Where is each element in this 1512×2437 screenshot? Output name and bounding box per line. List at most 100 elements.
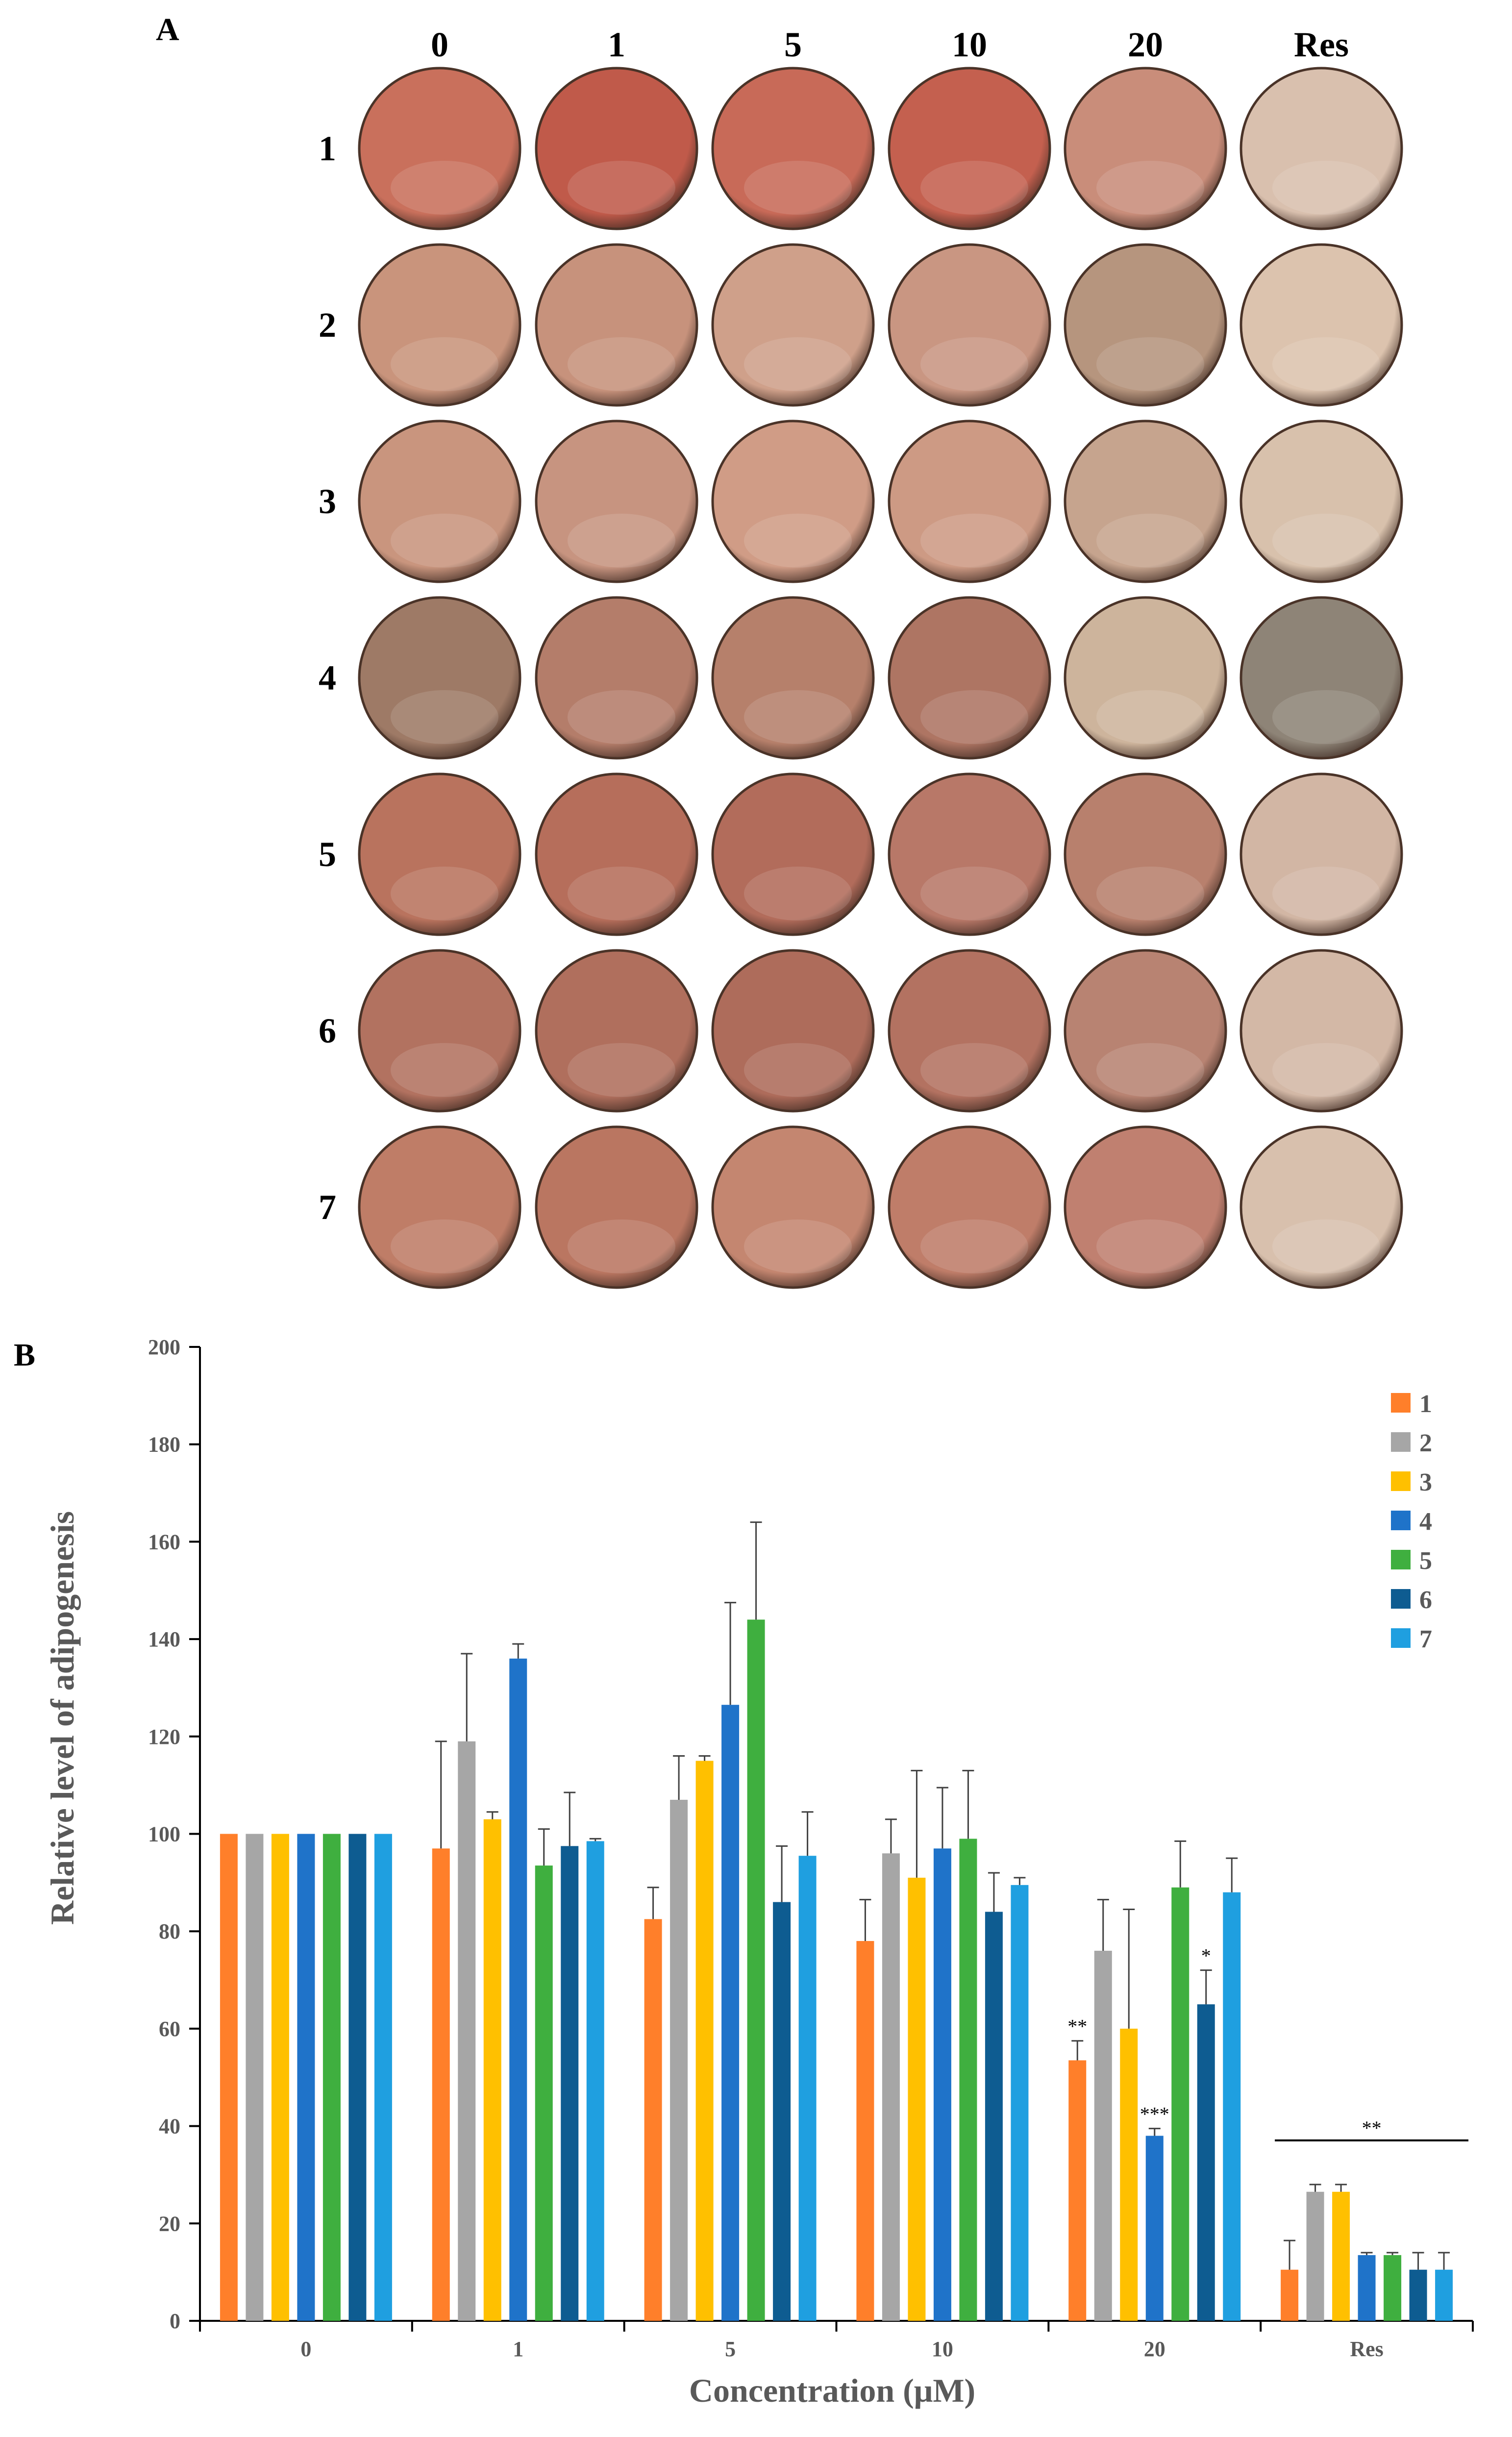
legend-label: 2: [1419, 1429, 1432, 1457]
bar: [1409, 2269, 1427, 2321]
y-axis-ticks: 0 20 40 60 80 100 120 140 160 180 200: [148, 1335, 200, 2333]
y-axis-label: Relative level of adipogenesis: [44, 1511, 81, 1925]
bar: [670, 1799, 688, 2321]
well: [888, 949, 1051, 1113]
bar: [644, 1919, 662, 2321]
well: [1239, 420, 1403, 583]
bar: [297, 1834, 315, 2321]
well: [711, 243, 875, 407]
well: [535, 772, 698, 936]
bar: [721, 1705, 740, 2321]
bar: [1120, 2028, 1138, 2321]
x-tick-label: 0: [300, 2337, 311, 2361]
well: [1064, 243, 1227, 407]
well: [358, 772, 521, 936]
well: [1064, 772, 1227, 936]
well: [1064, 1125, 1227, 1289]
well: [1239, 596, 1403, 760]
legend-swatch: [1391, 1393, 1411, 1413]
x-axis-label: Concentration (μM): [689, 2372, 975, 2409]
well: [358, 596, 521, 760]
bar: [1171, 1887, 1190, 2321]
bar: [747, 1619, 765, 2321]
y-tick-label: 140: [148, 1627, 180, 1651]
well: [888, 596, 1051, 760]
well: [358, 420, 521, 583]
well: [535, 420, 698, 583]
bar: [1011, 1885, 1029, 2321]
y-tick-label: 0: [170, 2309, 180, 2333]
column-label: 5: [784, 25, 802, 64]
y-tick-label: 100: [148, 1822, 180, 1846]
row-label: 3: [319, 482, 336, 521]
y-tick-label: 200: [148, 1335, 180, 1359]
well: [535, 596, 698, 760]
y-tick-label: 80: [159, 1919, 180, 1943]
legend-swatch: [1391, 1471, 1411, 1491]
well: [358, 1125, 521, 1289]
bar: [1197, 2004, 1215, 2321]
bar: [348, 1834, 367, 2321]
bar: [882, 1853, 900, 2321]
bar: [856, 1941, 874, 2321]
well: [1064, 67, 1227, 230]
legend-label: 4: [1419, 1508, 1432, 1536]
significance-annotations: ********: [1067, 1945, 1469, 2141]
well: [535, 67, 698, 230]
well: [888, 243, 1051, 407]
column-label: 0: [431, 25, 448, 64]
y-tick-label: 60: [159, 2017, 180, 2041]
well: [711, 67, 875, 230]
well: [711, 420, 875, 583]
bar: [1145, 2136, 1164, 2321]
significance-marker: **: [1362, 2117, 1382, 2139]
bar: [322, 1834, 341, 2321]
x-tick-label: Res: [1350, 2337, 1383, 2361]
bar: [1094, 1950, 1112, 2321]
well: [888, 772, 1051, 936]
bar: [509, 1658, 527, 2321]
well: [535, 949, 698, 1113]
x-tick-label: 10: [932, 2337, 953, 2361]
row-label: 2: [319, 305, 336, 345]
panel-a-label: A: [156, 12, 179, 48]
row-label: 6: [319, 1011, 336, 1050]
y-tick-label: 120: [148, 1725, 180, 1749]
significance-marker: *: [1201, 1945, 1211, 1967]
column-label: 10: [952, 25, 987, 64]
bar: [561, 1846, 579, 2321]
x-tick-label: 20: [1144, 2337, 1165, 2361]
y-tick-label: 160: [148, 1530, 180, 1554]
bar: [959, 1839, 977, 2321]
bar: [933, 1848, 951, 2321]
bar: [432, 1848, 450, 2321]
legend-label: 1: [1419, 1390, 1432, 1418]
column-label: 1: [608, 25, 625, 64]
bars: [220, 1619, 1453, 2321]
column-label: 20: [1128, 25, 1163, 64]
well: [1239, 1125, 1403, 1289]
column-label: Res: [1294, 25, 1349, 64]
bar: [1223, 1892, 1241, 2321]
well: [1239, 67, 1403, 230]
well: [888, 420, 1051, 583]
well: [711, 772, 875, 936]
legend-label: 5: [1419, 1547, 1432, 1575]
bar: [246, 1834, 264, 2321]
well: [358, 243, 521, 407]
row-labels: 1 2 3 4 5 6 7: [319, 129, 336, 1227]
bar: [220, 1834, 238, 2321]
bar: [985, 1912, 1003, 2321]
well: [1064, 596, 1227, 760]
legend-swatch: [1391, 1511, 1411, 1530]
bar: [1435, 2269, 1453, 2321]
well: [1239, 772, 1403, 936]
row-label: 5: [319, 835, 336, 874]
well: [1064, 420, 1227, 583]
well: [535, 1125, 698, 1289]
bar: [1332, 2191, 1350, 2321]
row-label: 4: [319, 658, 336, 697]
bar: [1281, 2269, 1299, 2321]
column-labels: 0 1 5 10 20 Res: [431, 25, 1349, 64]
y-tick-label: 40: [159, 2114, 180, 2139]
